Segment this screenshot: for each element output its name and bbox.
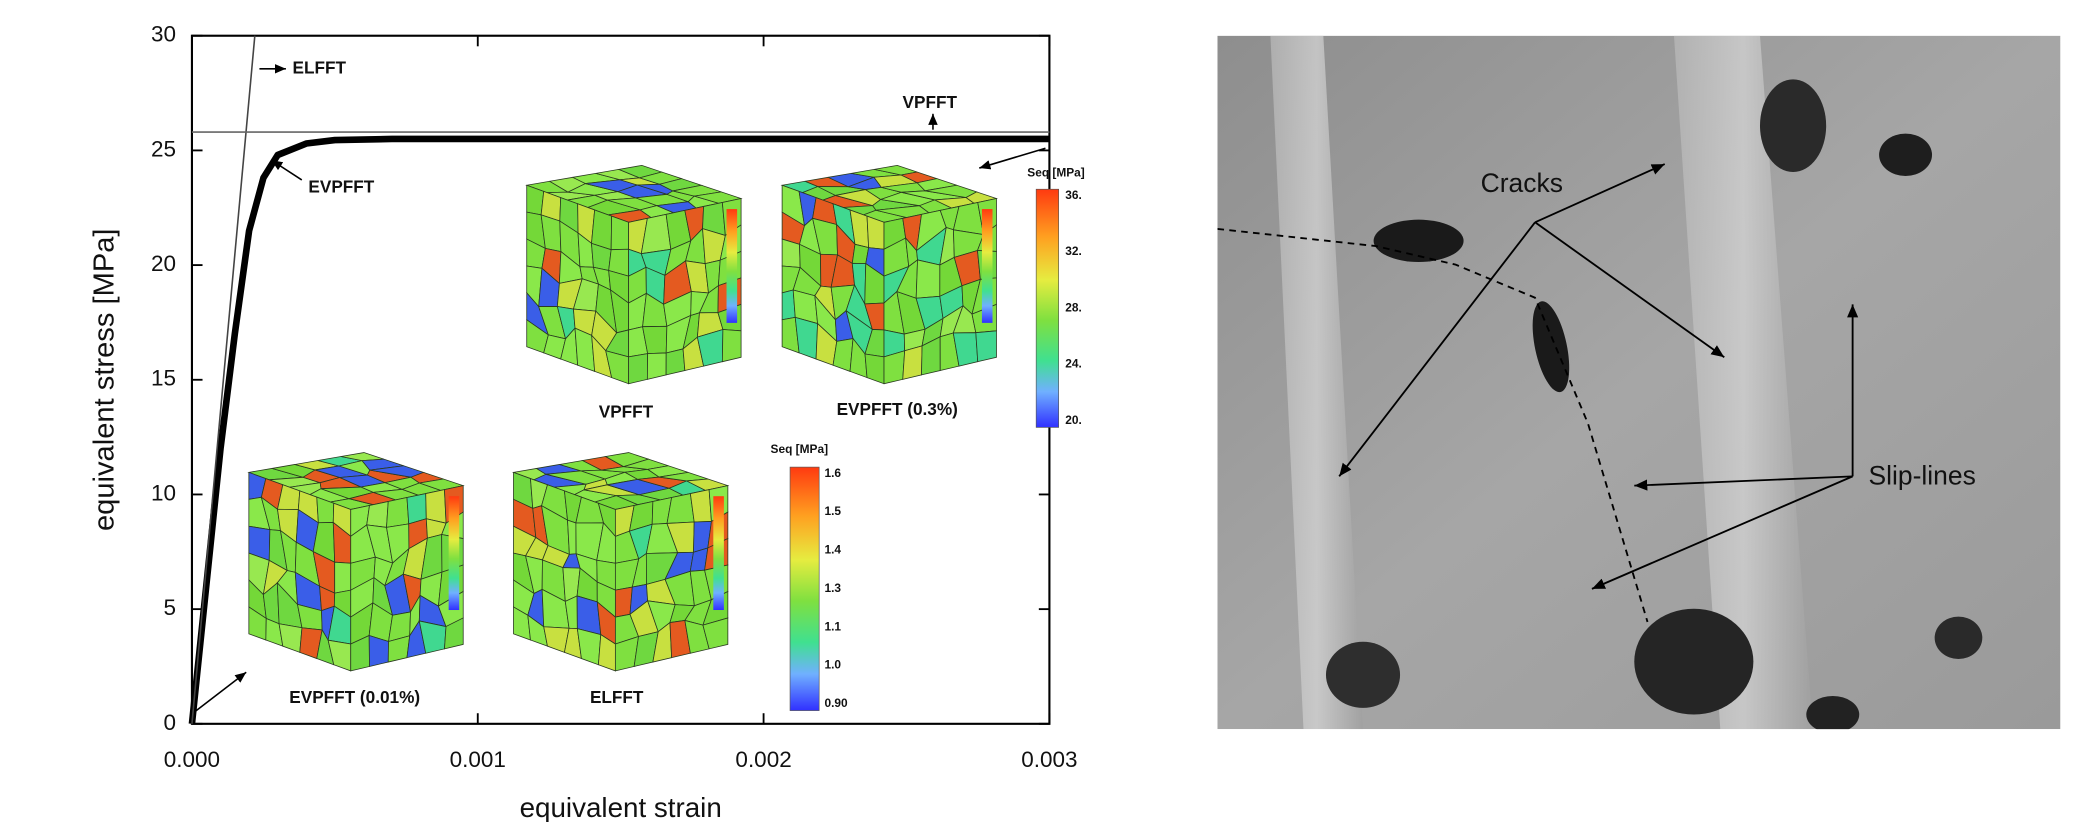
colorbar-tick-label: 28. [1065,300,1082,314]
mini-colorbar [982,209,993,323]
colorbar-title: Seq [MPa] [1027,165,1085,179]
void [1879,134,1932,176]
grain [335,562,351,593]
grain [577,629,600,665]
grain [606,351,629,384]
cube-inset [782,165,996,383]
grain [426,490,446,524]
x-tick-label: 0.001 [450,747,506,772]
grain [611,216,628,250]
inset-label: VPFFT [599,401,654,421]
mini-colorbar [713,496,724,610]
void [1806,696,1859,733]
grain [865,354,884,384]
grain [884,351,905,384]
grain [328,640,351,671]
colorbar-tick-label: 0.90 [824,696,848,710]
grain [647,353,666,379]
colorbar-tick-label: 1.5 [824,504,841,518]
x-tick-label: 0.000 [164,747,220,772]
inset-label: EVPFFT (0.3%) [837,399,958,419]
cube-inset [513,453,727,671]
colorbar-tick-label: 24. [1065,357,1082,371]
colorbar-tick-label: 32. [1065,244,1082,258]
void [1935,617,1983,659]
micrograph [1217,36,2060,733]
grain [279,624,302,653]
grain [916,260,940,298]
colorbar-tick-label: 1.3 [824,581,841,595]
y-tick-label: 15 [151,366,176,391]
y-tick-label: 5 [164,595,177,620]
grain [690,490,711,522]
grain [629,354,648,384]
y-tick-label: 0 [164,710,177,735]
colorbar [1036,189,1058,427]
colorbar-tick-label: 1.6 [824,466,841,480]
y-axis-label: equivalent stress [MPa] [89,228,121,531]
colorbar-tick-label: 1.1 [824,619,841,633]
cube-inset [527,165,741,383]
void [1760,79,1826,172]
inset-label: EVPFFT (0.01%) [289,687,420,707]
colorbar [790,467,819,710]
grain [867,216,884,249]
series-annotation: EVPFFT [308,176,374,196]
micrograph-label: Slip-lines [1868,461,1975,491]
inset-label: ELFFT [590,687,644,707]
x-tick-label: 0.003 [1021,747,1077,772]
annotation-arrow [195,672,247,712]
void [1326,642,1400,708]
mini-colorbar [449,496,460,610]
y-tick-label: 25 [151,136,176,161]
colorbar-tick-label: 20. [1065,413,1082,427]
page: {"chart_data": {"type": "line", "x_label… [0,0,2075,822]
grain [782,239,800,267]
colorbar-tick-label: 36. [1065,188,1082,202]
annotation-arrow [271,160,301,180]
cube-inset [249,453,463,671]
mini-colorbar [727,209,738,323]
grain [387,498,409,528]
y-tick-label: 30 [151,22,176,47]
grain [833,339,853,372]
grain [976,331,997,362]
grain [722,330,741,362]
colorbar-tick-label: 1.0 [824,658,841,672]
void [1634,609,1753,715]
colorbar-title: Seq [MPa] [771,442,829,456]
y-tick-label: 20 [151,251,176,276]
series-annotation: VPFFT [903,92,958,112]
series-annotation: ELFFT [293,57,347,77]
grain [903,346,922,379]
grain [367,502,389,528]
figure: Cracks Slip-lines equivalent strain equi… [0,0,2075,822]
grain [568,520,577,554]
y-tick-label: 10 [151,480,176,505]
x-axis-label: equivalent strain [520,792,722,822]
grain [666,349,685,375]
grain [591,210,611,250]
x-tick-label: 0.002 [735,747,791,772]
colorbar-tick-label: 1.4 [824,543,841,557]
micrograph-label: Cracks [1481,168,1563,198]
